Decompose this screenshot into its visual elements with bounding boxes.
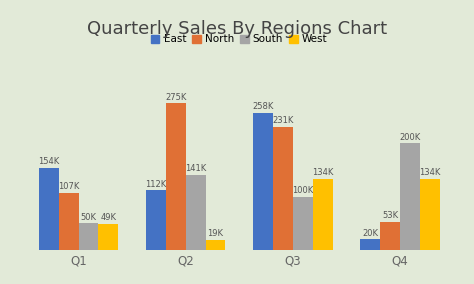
Bar	[99, 224, 118, 250]
Text: 141K: 141K	[185, 164, 206, 173]
Bar	[166, 103, 186, 250]
Bar	[420, 179, 440, 250]
Text: 19K: 19K	[208, 229, 224, 238]
Bar	[293, 197, 313, 250]
Text: 200K: 200K	[400, 133, 420, 142]
Text: 100K: 100K	[292, 186, 313, 195]
Text: Quarterly Sales By Regions Chart: Quarterly Sales By Regions Chart	[87, 20, 387, 38]
Text: 154K: 154K	[38, 157, 60, 166]
Bar	[380, 222, 400, 250]
Legend: East, North, South, West: East, North, South, West	[147, 30, 332, 49]
Text: 134K: 134K	[419, 168, 440, 177]
Bar	[253, 112, 273, 250]
Bar	[273, 127, 293, 250]
Bar	[59, 193, 79, 250]
Bar	[146, 190, 166, 250]
Text: 20K: 20K	[362, 229, 378, 238]
Bar	[400, 143, 420, 250]
Text: 231K: 231K	[273, 116, 294, 125]
Bar	[79, 223, 99, 250]
Bar	[360, 239, 380, 250]
Text: 107K: 107K	[58, 182, 80, 191]
Text: 50K: 50K	[81, 213, 97, 222]
Text: 275K: 275K	[165, 93, 187, 102]
Bar	[186, 175, 206, 250]
Text: 112K: 112K	[146, 180, 167, 189]
Text: 258K: 258K	[253, 102, 274, 111]
Bar	[39, 168, 59, 250]
Text: 49K: 49K	[100, 213, 117, 222]
Bar	[206, 240, 226, 250]
Bar	[313, 179, 333, 250]
Text: 134K: 134K	[312, 168, 333, 177]
Text: 53K: 53K	[382, 211, 398, 220]
